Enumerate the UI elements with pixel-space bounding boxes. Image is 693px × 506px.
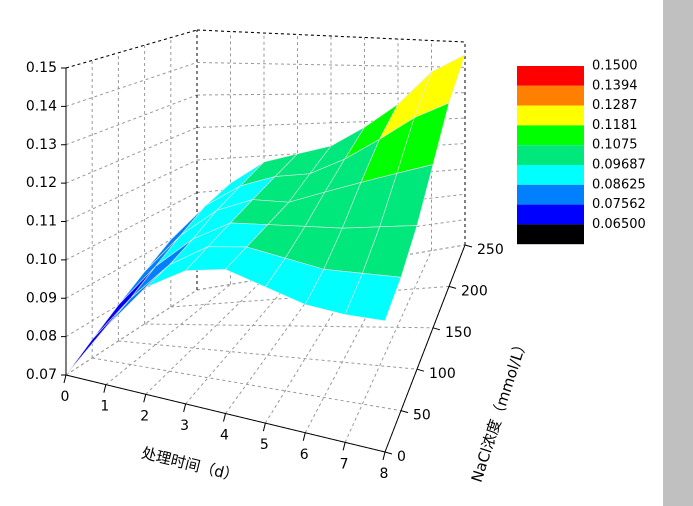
colorbar-swatch — [517, 145, 584, 165]
z-tick-label: 0.09 — [26, 290, 57, 306]
z-tick-label: 0.13 — [26, 137, 57, 153]
grid-line — [65, 289, 198, 376]
z-tick-label: 0.10 — [26, 252, 57, 268]
colorbar-label: 0.1287 — [592, 98, 638, 113]
side-bar — [663, 0, 693, 506]
colorbar-label: 0.06500 — [592, 217, 646, 232]
x-tick-label: 0 — [61, 389, 70, 405]
y-tick-label: 50 — [413, 408, 431, 424]
tick — [400, 410, 409, 414]
tick — [302, 432, 306, 441]
tick — [464, 244, 473, 248]
colorbar-swatch — [517, 85, 584, 106]
box-edge — [196, 29, 466, 43]
x-tick-label: 7 — [340, 456, 349, 472]
x-tick-label: 3 — [180, 418, 189, 434]
grid-line — [118, 340, 418, 370]
tick — [183, 403, 187, 412]
colorbar-label: 0.1075 — [592, 138, 638, 153]
colorbar-swatch — [517, 165, 584, 185]
x-tick-label: 2 — [140, 408, 149, 424]
x-tick-label: 6 — [300, 447, 309, 463]
x-tick-label: 5 — [260, 437, 269, 453]
grid-line — [196, 62, 466, 68]
tick — [262, 423, 266, 432]
tick — [416, 368, 425, 372]
y-tick-label: 100 — [429, 366, 456, 382]
z-tick-label: 0.08 — [26, 329, 57, 345]
x-tick-label: 8 — [380, 466, 389, 482]
colorbar-label: 0.09687 — [592, 158, 646, 173]
tick — [103, 384, 107, 393]
y-tick-label: 150 — [445, 325, 472, 341]
grid-line — [65, 224, 198, 299]
y-tick-label: 0 — [397, 449, 406, 465]
y-tick-label: 250 — [477, 242, 504, 258]
colorbar-label: 0.1500 — [592, 59, 638, 74]
colorbar: 0.1500 0.1394 0.1287 0.1181 0.1075 0.09687 0.0… — [517, 59, 646, 245]
y-axis-title: NaCl浓度（mmol/L） — [468, 335, 532, 484]
colorbar-label: 0.08625 — [592, 177, 646, 192]
grid-line — [344, 250, 432, 443]
grid-line — [92, 357, 402, 412]
tick — [223, 413, 226, 422]
colorbar-swatch — [517, 184, 584, 205]
colorbar-label: 0.07562 — [592, 197, 646, 212]
x-tick-label: 4 — [220, 428, 229, 444]
z-tick-label: 0.11 — [26, 214, 57, 230]
z-tick-label: 0.07 — [26, 367, 57, 383]
colorbar-swatch — [517, 66, 584, 86]
grid-line — [65, 192, 198, 261]
y-axis — [384, 244, 466, 453]
tick — [448, 285, 457, 289]
z-tick-label: 0.14 — [26, 98, 57, 114]
tick — [342, 442, 346, 451]
grid-line — [65, 127, 198, 184]
box-edge — [65, 29, 198, 69]
tick — [63, 374, 67, 384]
tick — [384, 451, 393, 455]
grid-line — [185, 272, 298, 405]
x-axis-title: 处理时间（d） — [140, 444, 241, 486]
surface-patch — [344, 272, 402, 322]
colorbar-swatch — [517, 125, 584, 146]
grid-line — [65, 94, 198, 146]
colorbar-label: 0.1181 — [592, 118, 638, 133]
colorbar-swatch — [517, 204, 584, 225]
z-tick-label: 0.15 — [26, 60, 57, 76]
colorbar-swatch — [517, 224, 584, 245]
colorbar-label: 0.1394 — [592, 78, 638, 93]
tick — [143, 394, 147, 403]
tick — [382, 451, 386, 461]
z-tick-label: 0.12 — [26, 175, 57, 191]
surface-patch — [91, 265, 156, 340]
y-tick-label: 200 — [461, 283, 488, 299]
grid-line — [144, 323, 434, 329]
x-tick-label: 1 — [100, 399, 109, 415]
surface — [65, 54, 466, 376]
grid-line — [65, 159, 198, 222]
colorbar-swatch — [517, 105, 584, 126]
grid-line — [105, 283, 231, 386]
grid-line — [65, 62, 198, 107]
tick — [432, 327, 441, 331]
